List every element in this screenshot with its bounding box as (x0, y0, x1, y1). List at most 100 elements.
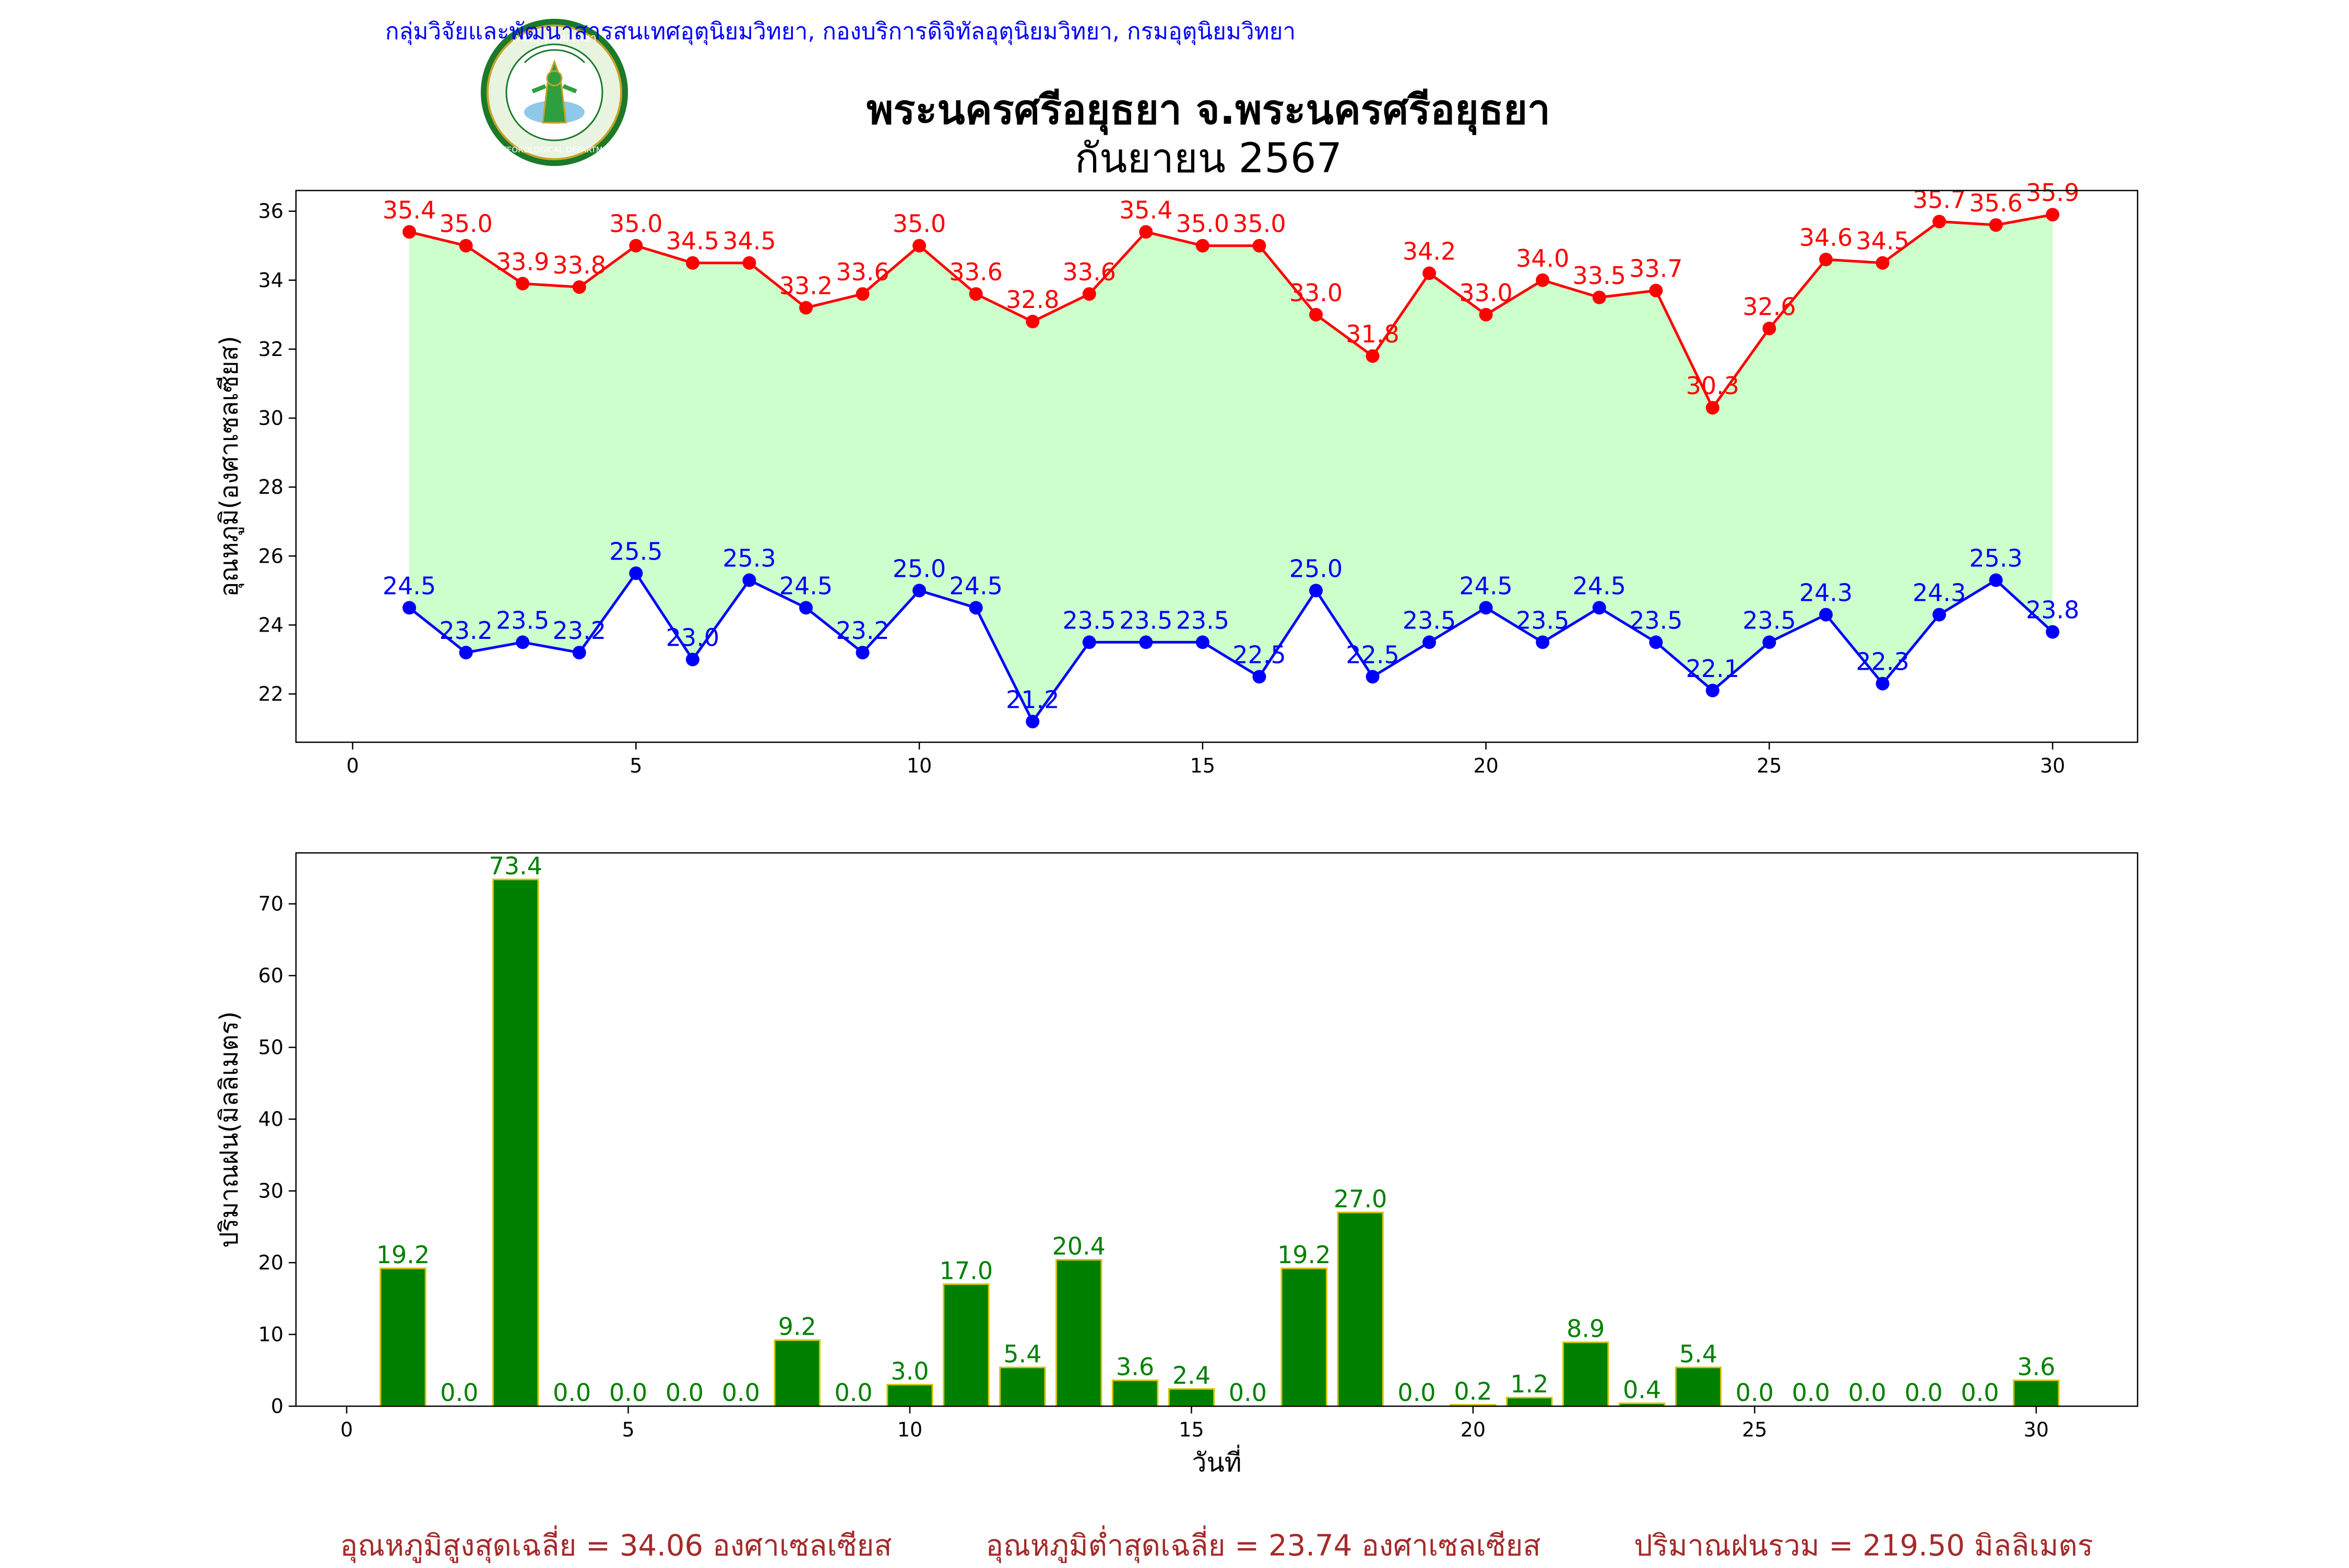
temp-min-label: 22.1 (1686, 655, 1739, 683)
temp-max-label: 34.5 (1856, 227, 1909, 255)
temp-max-point (969, 287, 983, 301)
rain-bar-label: 19.2 (1277, 1241, 1331, 1269)
temp-min-label: 22.3 (1856, 648, 1909, 676)
temp-max-point (856, 287, 870, 301)
temp-x-tick-label: 5 (630, 754, 642, 777)
temp-max-point (1195, 239, 1209, 253)
temp-max-point (629, 239, 643, 253)
temp-max-point (1422, 266, 1437, 280)
rain-x-tick-label: 30 (2024, 1418, 2049, 1441)
rain-bar (774, 1339, 821, 1407)
temp-max-point (1366, 349, 1380, 363)
temp-max-label: 33.0 (1459, 279, 1512, 307)
rain-bar-label: 0.0 (553, 1379, 591, 1407)
temp-y-tick-label: 22 (258, 683, 283, 706)
rain-bar-label: 3.0 (891, 1357, 929, 1385)
temp-min-point (969, 601, 983, 615)
rain-x-axis-label: วันที่ (1192, 1445, 1241, 1478)
temp-max-point (1932, 215, 1947, 229)
temp-max-point (1026, 315, 1040, 329)
temp-max-label: 35.7 (1913, 185, 1966, 213)
temp-max-label: 35.0 (609, 210, 662, 238)
temp-min-point (1422, 635, 1437, 649)
temp-min-point (1592, 601, 1606, 615)
temp-max-label: 33.6 (836, 258, 889, 286)
temp-max-point (1876, 256, 1890, 270)
temp-min-point (685, 652, 699, 667)
temp-min-label: 21.2 (1006, 685, 1059, 714)
temp-x-tick-label: 10 (907, 754, 932, 777)
temp-min-label: 24.3 (1799, 579, 1853, 607)
temp-x-tick-label: 0 (346, 754, 359, 777)
temp-max-label: 35.0 (439, 210, 492, 238)
rain-y-tick-label: 30 (258, 1180, 283, 1203)
temp-max-label: 34.6 (1799, 223, 1853, 252)
temp-min-label: 23.5 (496, 606, 549, 634)
rain-bar-label: 0.0 (1229, 1379, 1267, 1407)
temp-max-label: 30.3 (1686, 372, 1739, 400)
temp-min-label: 23.8 (2026, 596, 2079, 624)
rain-bar (1562, 1341, 1609, 1407)
temp-max-label: 34.2 (1403, 237, 1456, 266)
temp-min-label: 25.3 (1969, 544, 2022, 573)
temp-min-label: 23.5 (1403, 606, 1456, 634)
temp-min-point (1932, 608, 1947, 622)
temp-max-point (1592, 290, 1606, 304)
temp-min-label: 24.5 (383, 572, 436, 600)
temp-y-axis-label: อุณหภูมิ(องศาเซลเซียส) (215, 336, 244, 597)
rain-x-tick-label: 15 (1179, 1418, 1204, 1441)
rain-bar-label: 0.0 (1397, 1379, 1436, 1407)
temp-min-point (2046, 625, 2060, 639)
temp-min-label: 24.3 (1913, 579, 1966, 607)
temp-max-label: 34.0 (1516, 244, 1569, 272)
temp-min-point (742, 573, 756, 587)
temp-y-tick-label: 24 (258, 613, 283, 636)
temperature-chart: 35.4 35.033.9 33.835.034.5 34.533.2 33.635.0… (215, 179, 2139, 777)
rain-bar-label: 27.0 (1334, 1185, 1387, 1213)
temp-y-tick-label: 30 (258, 407, 283, 430)
temp-max-point (1082, 287, 1096, 301)
rain-bar-label: 0.0 (666, 1379, 704, 1407)
temp-x-tick-label: 15 (1190, 754, 1215, 777)
temp-max-label: 32.8 (1006, 286, 1059, 314)
temp-min-label: 24.5 (1573, 572, 1626, 600)
temp-max-point (402, 225, 417, 239)
temp-min-label: 23.5 (1629, 606, 1682, 634)
temp-min-label: 25.0 (1289, 554, 1343, 583)
rain-bar (1111, 1380, 1159, 1407)
temp-max-point (1139, 225, 1153, 239)
temp-min-point (1309, 584, 1323, 598)
temp-min-point (629, 566, 643, 580)
temp-min-label: 23.5 (1119, 606, 1172, 634)
temp-max-point (685, 256, 699, 270)
rain-bar-label: 0.0 (835, 1379, 873, 1407)
rain-y-tick-label: 70 (258, 893, 283, 916)
rain-bar-label: 20.4 (1052, 1232, 1105, 1261)
rain-bar-label: 0.0 (440, 1379, 478, 1407)
temp-max-label: 35.0 (1176, 210, 1229, 238)
temp-min-label: 23.0 (666, 623, 719, 651)
footer-avg-min: อุณหภูมิต่ำสุดเฉลี่ย = 23.74 องศาเซลเซีย… (986, 1525, 1540, 1563)
temp-max-point (1479, 307, 1493, 322)
temp-max-label: 35.0 (893, 210, 946, 238)
rain-bar-label: 0.0 (1736, 1379, 1774, 1407)
temp-max-label: 33.8 (553, 251, 606, 279)
rain-bar-label: 5.4 (1679, 1340, 1717, 1368)
rain-bar-label: 0.0 (1792, 1379, 1830, 1407)
temp-y-tick-label: 36 (258, 200, 283, 223)
temp-min-label: 22.5 (1232, 640, 1286, 669)
temp-min-point (1479, 601, 1493, 615)
rain-bar-label: 2.4 (1172, 1361, 1211, 1389)
rain-x-tick-label: 10 (897, 1418, 922, 1441)
rain-bar-label: 19.2 (376, 1241, 430, 1269)
logo-english-text: METEOROLOGICAL DEPARTMENT (490, 145, 619, 155)
rain-y-tick-label: 40 (258, 1108, 283, 1131)
temp-max-label: 35.4 (1119, 196, 1172, 224)
temp-max-label: 33.6 (949, 258, 1002, 286)
temp-max-point (516, 277, 530, 291)
temp-min-label: 22.5 (1346, 640, 1399, 669)
rain-bar-label: 0.4 (1623, 1376, 1661, 1404)
rain-bar-label: 0.0 (1961, 1379, 1999, 1407)
tmd-logo: กรมอุตุนิยมวิทยา METEOROLOGICAL DEPARTME… (481, 19, 628, 166)
